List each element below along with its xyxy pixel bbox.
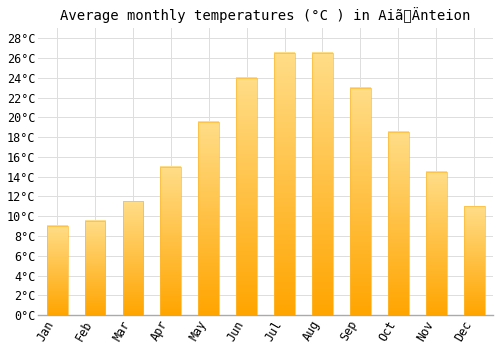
Bar [84,221,105,315]
Bar [426,172,446,315]
Bar [160,167,182,315]
Bar [464,206,484,315]
Bar [236,78,257,315]
Bar [198,122,219,315]
Bar [388,132,408,315]
Bar [274,53,295,315]
Bar [47,226,68,315]
Bar [350,88,371,315]
Title: Average monthly temperatures (°C ) in AiãÄnteion: Average monthly temperatures (°C ) in Ai… [60,7,471,23]
Bar [312,53,333,315]
Bar [122,202,144,315]
